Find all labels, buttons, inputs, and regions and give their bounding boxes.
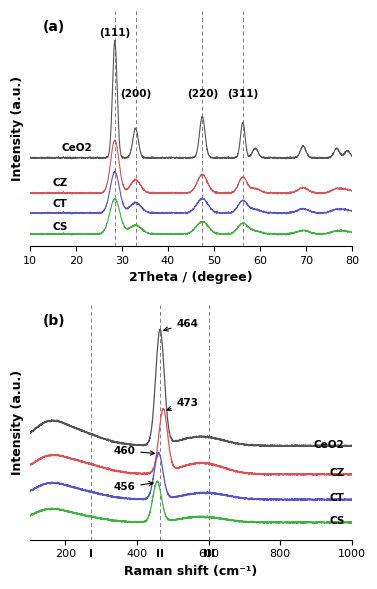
Text: (200): (200): [120, 89, 151, 99]
Text: CS: CS: [53, 221, 68, 231]
Y-axis label: Intensity (a.u.): Intensity (a.u.): [11, 76, 24, 181]
Y-axis label: Intensity (a.u.): Intensity (a.u.): [11, 370, 24, 475]
Text: (220): (220): [187, 89, 218, 99]
Text: CeO2: CeO2: [314, 439, 345, 449]
Text: III: III: [203, 549, 215, 559]
Text: CS: CS: [329, 517, 345, 527]
Text: CZ: CZ: [329, 468, 345, 478]
Text: (111): (111): [99, 28, 130, 38]
Text: 460: 460: [113, 446, 155, 456]
X-axis label: Raman shift (cm⁻¹): Raman shift (cm⁻¹): [124, 565, 257, 578]
Text: I: I: [89, 549, 92, 559]
Text: 464: 464: [164, 319, 198, 331]
Text: CT: CT: [330, 494, 345, 504]
Text: 473: 473: [167, 398, 198, 411]
Text: (a): (a): [43, 21, 65, 35]
Text: CeO2: CeO2: [62, 143, 93, 153]
Text: (311): (311): [227, 89, 258, 99]
Text: II: II: [156, 549, 164, 559]
Text: 456: 456: [113, 482, 153, 492]
Text: CT: CT: [53, 200, 67, 210]
X-axis label: 2Theta / (degree): 2Theta / (degree): [129, 271, 253, 284]
Text: (b): (b): [43, 315, 65, 328]
Text: CZ: CZ: [53, 178, 68, 188]
